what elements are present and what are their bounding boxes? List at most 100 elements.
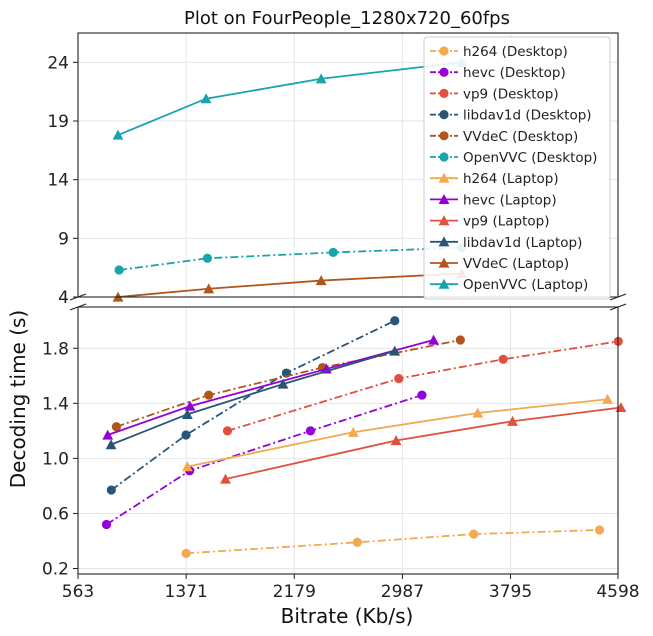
data-point: [202, 253, 213, 263]
legend-marker: [439, 88, 449, 98]
legend-marker: [439, 46, 449, 56]
upper-panel-frame: [77, 32, 619, 298]
legend-marker: [439, 67, 449, 77]
data-point: [428, 334, 439, 345]
data-point: [498, 354, 508, 364]
axis-break-marks: [69, 293, 627, 311]
data-point: [472, 407, 484, 418]
data-point: [347, 426, 359, 437]
data-point: [204, 390, 214, 400]
x-axis-label: Bitrate (Kb/s): [281, 604, 414, 628]
data-point: [455, 335, 465, 345]
data-point: [507, 415, 518, 426]
data-point: [106, 485, 116, 495]
data-point: [602, 393, 613, 404]
data-point: [222, 426, 233, 436]
data-point: [277, 378, 289, 389]
series-h264-laptop: [181, 393, 613, 472]
data-point: [328, 247, 338, 258]
legend-label: OpenVVC (Laptop): [463, 277, 588, 293]
legend-marker: [438, 278, 450, 289]
series-libdav1d-laptop: [105, 345, 401, 450]
data-point: [394, 373, 404, 384]
legend-item: h264 (Laptop): [430, 171, 559, 187]
x-tick-label: 563: [62, 582, 94, 602]
legend: h264 (Desktop) hevc (Desktop) vp9 (Desktop…: [423, 36, 611, 300]
series-line-vp9-laptop: [225, 406, 622, 480]
legend-label: vp9 (Laptop): [463, 214, 549, 230]
y-tick-label: 19: [47, 112, 69, 132]
legend-item: VVdeC (Desktop): [430, 129, 578, 145]
legend-item: OpenVVC (Desktop): [430, 150, 597, 166]
data-point: [200, 93, 212, 104]
lower-y-ticks: 0.2 0.6 1.0 1.4 1.8: [42, 339, 78, 579]
data-point: [181, 430, 191, 440]
legend-label: libdav1d (Laptop): [463, 235, 582, 251]
upper-y-ticks: 4 9 14 19 24: [47, 53, 78, 308]
legend-marker: [438, 194, 450, 204]
legend-label: h264 (Laptop): [463, 171, 559, 187]
data-point: [390, 316, 400, 326]
series-line-h264-laptop: [187, 398, 608, 468]
series-line-vp9-desktop: [227, 340, 619, 432]
data-point: [181, 461, 193, 472]
legend-box: [423, 36, 611, 300]
x-tick-label: 3795: [489, 582, 532, 602]
data-point: [102, 429, 114, 440]
data-point: [184, 400, 196, 411]
y-tick-label: 14: [47, 171, 69, 191]
x-tick-label: 4598: [596, 582, 639, 602]
data-point: [469, 529, 479, 539]
series-hevc-desktop: [101, 390, 427, 530]
x-ticks: 563 1371 2179 2987 3795 4598: [62, 574, 640, 602]
data-point: [114, 265, 124, 275]
data-point: [105, 439, 117, 450]
legend-marker: [439, 152, 449, 162]
legend-marker: [439, 131, 449, 141]
legend-marker: [438, 215, 450, 226]
y-tick-label: 4: [58, 288, 69, 308]
legend-marker: [438, 172, 450, 183]
data-point: [315, 275, 327, 286]
legend-label: OpenVVC (Desktop): [463, 150, 597, 166]
series-line-libdav1d-desktop: [110, 319, 396, 491]
legend-marker: [438, 257, 450, 268]
data-point: [594, 525, 605, 535]
axis-break-mark-right-bottom: [609, 303, 627, 311]
legend-marker: [438, 236, 450, 247]
data-point: [181, 408, 193, 419]
legend-item: VVdeC (Laptop): [430, 256, 569, 272]
data-point: [112, 129, 124, 140]
legend-item: vp9 (Desktop): [430, 86, 559, 102]
data-point: [181, 548, 191, 558]
y-tick-label: 1.4: [42, 394, 69, 414]
data-point: [101, 519, 112, 530]
y-axis-label: Decoding time (s): [6, 310, 30, 489]
data-point: [220, 473, 231, 484]
series-line-openvvc-desktop: [118, 246, 462, 271]
y-tick-label: 0.6: [42, 504, 69, 524]
legend-label: hevc (Laptop): [463, 192, 557, 208]
series-line-libdav1d-laptop: [110, 350, 396, 446]
chart-title: Plot on FourPeople_1280x720_60fps: [184, 8, 510, 29]
series-vp9-laptop: [220, 402, 627, 484]
lower-panel-frame: [77, 306, 619, 575]
x-tick-label: 2179: [273, 582, 316, 602]
lower-panel: 0.2 0.6 1.0 1.4 1.8 563 1371 2179 2987 3795 4598: [42, 306, 640, 602]
y-tick-label: 1.0: [42, 449, 69, 469]
series-line-h264-desktop: [186, 529, 600, 555]
data-point: [305, 426, 316, 436]
y-tick-label: 24: [47, 53, 69, 73]
legend-marker: [439, 110, 449, 120]
legend-item: h264 (Desktop): [430, 44, 568, 60]
axis-break-mark-left-bottom: [69, 303, 87, 311]
legend-item: hevc (Laptop): [430, 192, 557, 208]
legend-item: hevc (Desktop): [430, 65, 566, 81]
data-point: [390, 435, 402, 446]
legend-item: libdav1d (Desktop): [430, 108, 592, 124]
series-openvvc-laptop: [112, 56, 468, 140]
legend-item: OpenVVC (Laptop): [430, 277, 588, 293]
series-line-openvvc-laptop: [117, 61, 462, 136]
axis-break-mark-right-top: [609, 293, 627, 301]
y-tick-label: 9: [58, 229, 69, 249]
